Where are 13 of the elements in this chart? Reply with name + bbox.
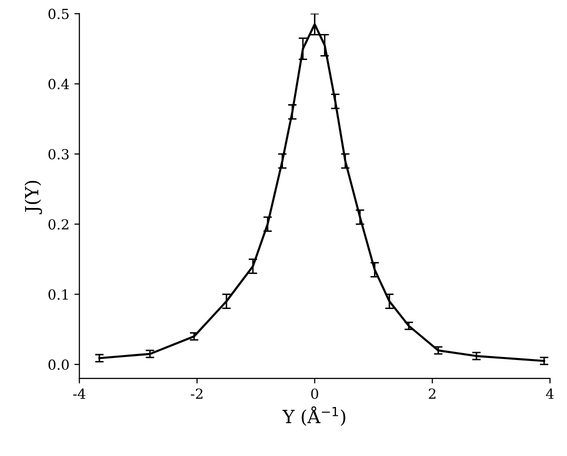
x-tick-label: 0 <box>311 388 318 399</box>
x-tick-label: -4 <box>73 388 86 399</box>
y-axis-title: J(Y) <box>24 180 42 214</box>
y-tick-label: 0.1 <box>48 289 68 300</box>
x-tick-label: 4 <box>546 388 554 399</box>
y-tick-label: 0.0 <box>48 359 69 370</box>
x-tick-label: 2 <box>428 388 436 399</box>
x-tick-label: -2 <box>190 388 202 399</box>
y-tick-label: 0.2 <box>48 219 68 230</box>
y-tick-label: 0.5 <box>48 8 69 20</box>
y-tick-label: 0.3 <box>48 148 69 160</box>
x-axis-title: Y (Å$^{−1}$) <box>282 406 346 426</box>
y-tick-label: 0.4 <box>48 78 69 90</box>
